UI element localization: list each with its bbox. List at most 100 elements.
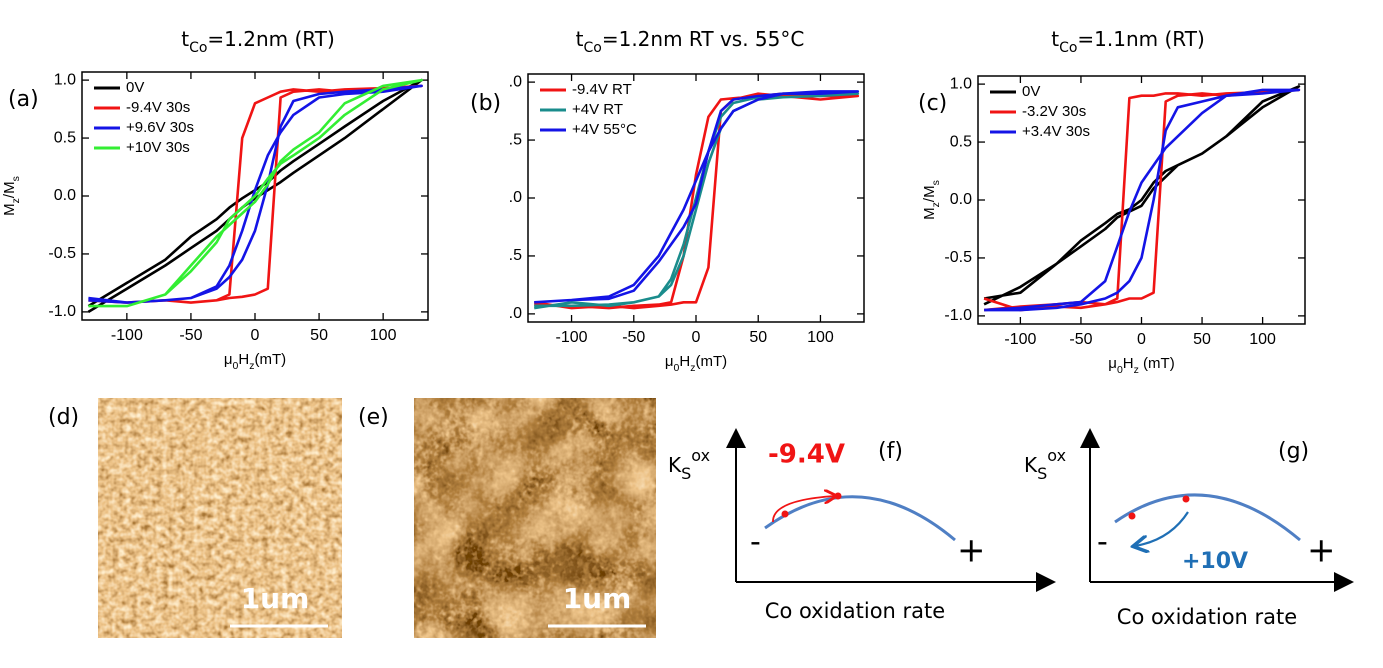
arrow [1135,511,1189,546]
legend-label: +4V RT [572,101,623,118]
text-part: H [679,353,690,370]
text-part: t [181,27,189,51]
text-part: =1.1nm (RT) [1077,27,1204,51]
text-part: (mT) [1139,355,1175,372]
series-line [534,92,860,310]
subscript: z [249,360,254,372]
dot [834,492,842,500]
subscript: Co [1059,40,1077,56]
voltage: -9.4V [768,440,845,470]
mfm-image [414,398,656,638]
subscript: Co [189,40,207,56]
text-part: =1.2nm RT vs. 55°C [602,27,804,51]
axis-label: KSox [1024,446,1066,483]
sup: ox [691,446,710,465]
k: K [1024,453,1038,477]
sup: ox [1047,446,1066,465]
subscript: z [930,202,942,207]
text-part: /M [921,185,938,202]
plus: + [1307,531,1336,571]
y-tick-label: -1.0 [48,303,76,320]
y-tick-label: .5 [509,247,522,264]
label: μ0Hz (mT) [1108,355,1174,376]
dot [781,510,789,518]
text-part: H [1123,355,1134,372]
x-tick-label: 100 [1249,331,1276,348]
text-part: M [1,203,18,216]
text-part: t [576,27,584,51]
text-part: t [1051,27,1059,51]
subscript: z [690,362,695,374]
panel-label: (f) [878,439,903,464]
panel-label: (g) [1278,439,1309,464]
label: μ0Hz(mT) [665,353,727,374]
x-tick-label: -50 [179,327,202,344]
text-part: (mT) [695,353,727,370]
x-tick-label: -50 [1069,331,1092,348]
panel-label: (a) [8,87,39,112]
series-line [534,90,860,304]
label: tCo=1.2nm RT vs. 55°C [576,27,805,57]
x-tick-label: 0 [1137,331,1146,348]
series-line [983,85,1301,306]
y-tick-label: 0.0 [54,187,76,204]
subscript: 0 [1117,364,1123,376]
panel-label: (b) [470,91,501,116]
legend-label: +9.6V 30s [126,119,194,136]
text-part: μ [1108,355,1117,372]
mfm-image [98,398,342,638]
y-tick-label: .5 [509,131,522,148]
label: tCo=1.1nm (RT) [1051,27,1205,57]
y-tick-label: -1.0 [944,307,972,324]
y-tick-label: .0 [509,189,522,206]
x-tick-label: -100 [111,327,143,344]
text-part: H [238,351,249,368]
subscript: 0 [674,362,680,374]
x-tick-label: -100 [556,329,588,346]
x-tick-label: 50 [310,327,328,344]
dot [1128,512,1136,520]
text-part: /M [1,181,18,198]
x-tick-label: -50 [622,329,645,346]
panel-label: (e) [358,405,389,430]
legend-label: +3.4V 30s [1022,123,1090,140]
y-tick-label: 0.0 [950,191,972,208]
scale-label: 1um [241,582,310,615]
schematic: KSox -9.4V (f) - + Co oxidation rate [668,428,1056,623]
y-tick-label: .0 [509,73,522,90]
x-tick-label: 100 [370,327,397,344]
panel-label: (c) [918,91,947,116]
legend-label: 0V [126,79,144,96]
x-tick-label: 50 [1193,331,1211,348]
subscript: s [930,180,942,185]
curve [1114,493,1301,542]
series-line [534,92,860,310]
text-part: μ [224,351,233,368]
subscript: s [10,176,22,181]
sub: S [681,464,691,483]
dot [1182,495,1190,503]
series-line [88,84,423,304]
y-tick-label: -0.5 [48,245,76,262]
arrow [772,496,835,523]
label: tCo=1.2nm (RT) [181,27,335,57]
label: μ0Hz(mT) [224,351,286,372]
y-tick-label: .0 [509,305,522,322]
y-tick-label: 0.5 [54,129,76,146]
k: K [668,453,682,477]
x-tick-label: 0 [251,327,260,344]
series-line [984,88,1301,312]
y-tick-label: -0.5 [944,249,972,266]
x-tick-label: 0 [692,329,701,346]
subscript: Co [584,40,602,56]
series-line [88,78,423,308]
axis-label: Co oxidation rate [765,599,945,623]
subscript: z [1134,364,1139,376]
text-part: =1.2nm (RT) [207,27,334,51]
x-tick-label: -100 [1004,331,1036,348]
text-part: μ [665,353,674,370]
y-tick-label: 0.5 [950,133,972,150]
axis-label: Co oxidation rate [1117,605,1297,629]
scale-label: 1um [563,582,632,615]
